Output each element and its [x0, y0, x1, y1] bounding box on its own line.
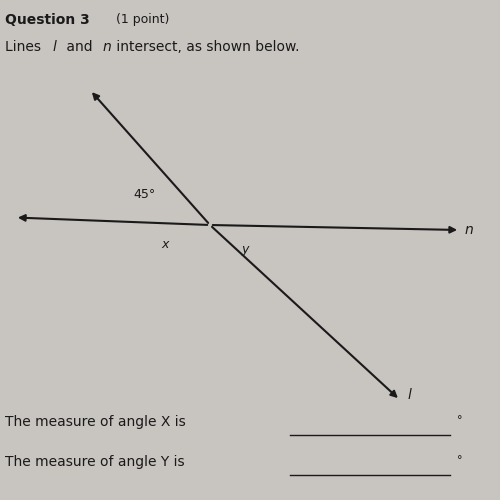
Text: y: y	[242, 244, 248, 256]
Text: intersect, as shown below.: intersect, as shown below.	[112, 40, 300, 54]
Text: °: °	[458, 455, 463, 465]
Text: The measure of angle X is: The measure of angle X is	[5, 415, 186, 429]
Text: °: °	[458, 415, 463, 425]
Text: and: and	[62, 40, 98, 54]
Text: Question 3: Question 3	[5, 12, 90, 26]
Text: l: l	[408, 388, 412, 402]
Text: x: x	[162, 238, 168, 252]
Text: The measure of angle Y is: The measure of angle Y is	[5, 455, 184, 469]
Text: n: n	[465, 223, 474, 237]
Text: l: l	[52, 40, 56, 54]
Text: (1 point): (1 point)	[112, 12, 170, 26]
Text: Lines: Lines	[5, 40, 46, 54]
Text: 45°: 45°	[134, 188, 156, 202]
Text: n: n	[102, 40, 111, 54]
